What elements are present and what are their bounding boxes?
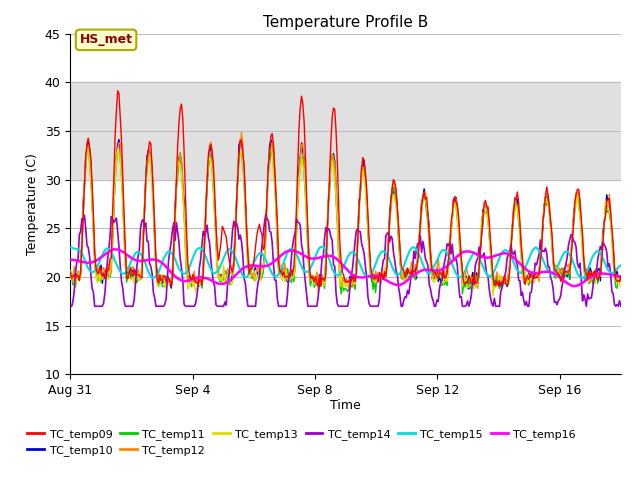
Text: HS_met: HS_met: [79, 33, 132, 47]
Y-axis label: Temperature (C): Temperature (C): [26, 153, 39, 255]
Legend: TC_temp09, TC_temp10, TC_temp11, TC_temp12, TC_temp13, TC_temp14, TC_temp15, TC_: TC_temp09, TC_temp10, TC_temp11, TC_temp…: [23, 424, 580, 460]
Title: Temperature Profile B: Temperature Profile B: [263, 15, 428, 30]
X-axis label: Time: Time: [330, 398, 361, 411]
Bar: [70, 82, 621, 180]
